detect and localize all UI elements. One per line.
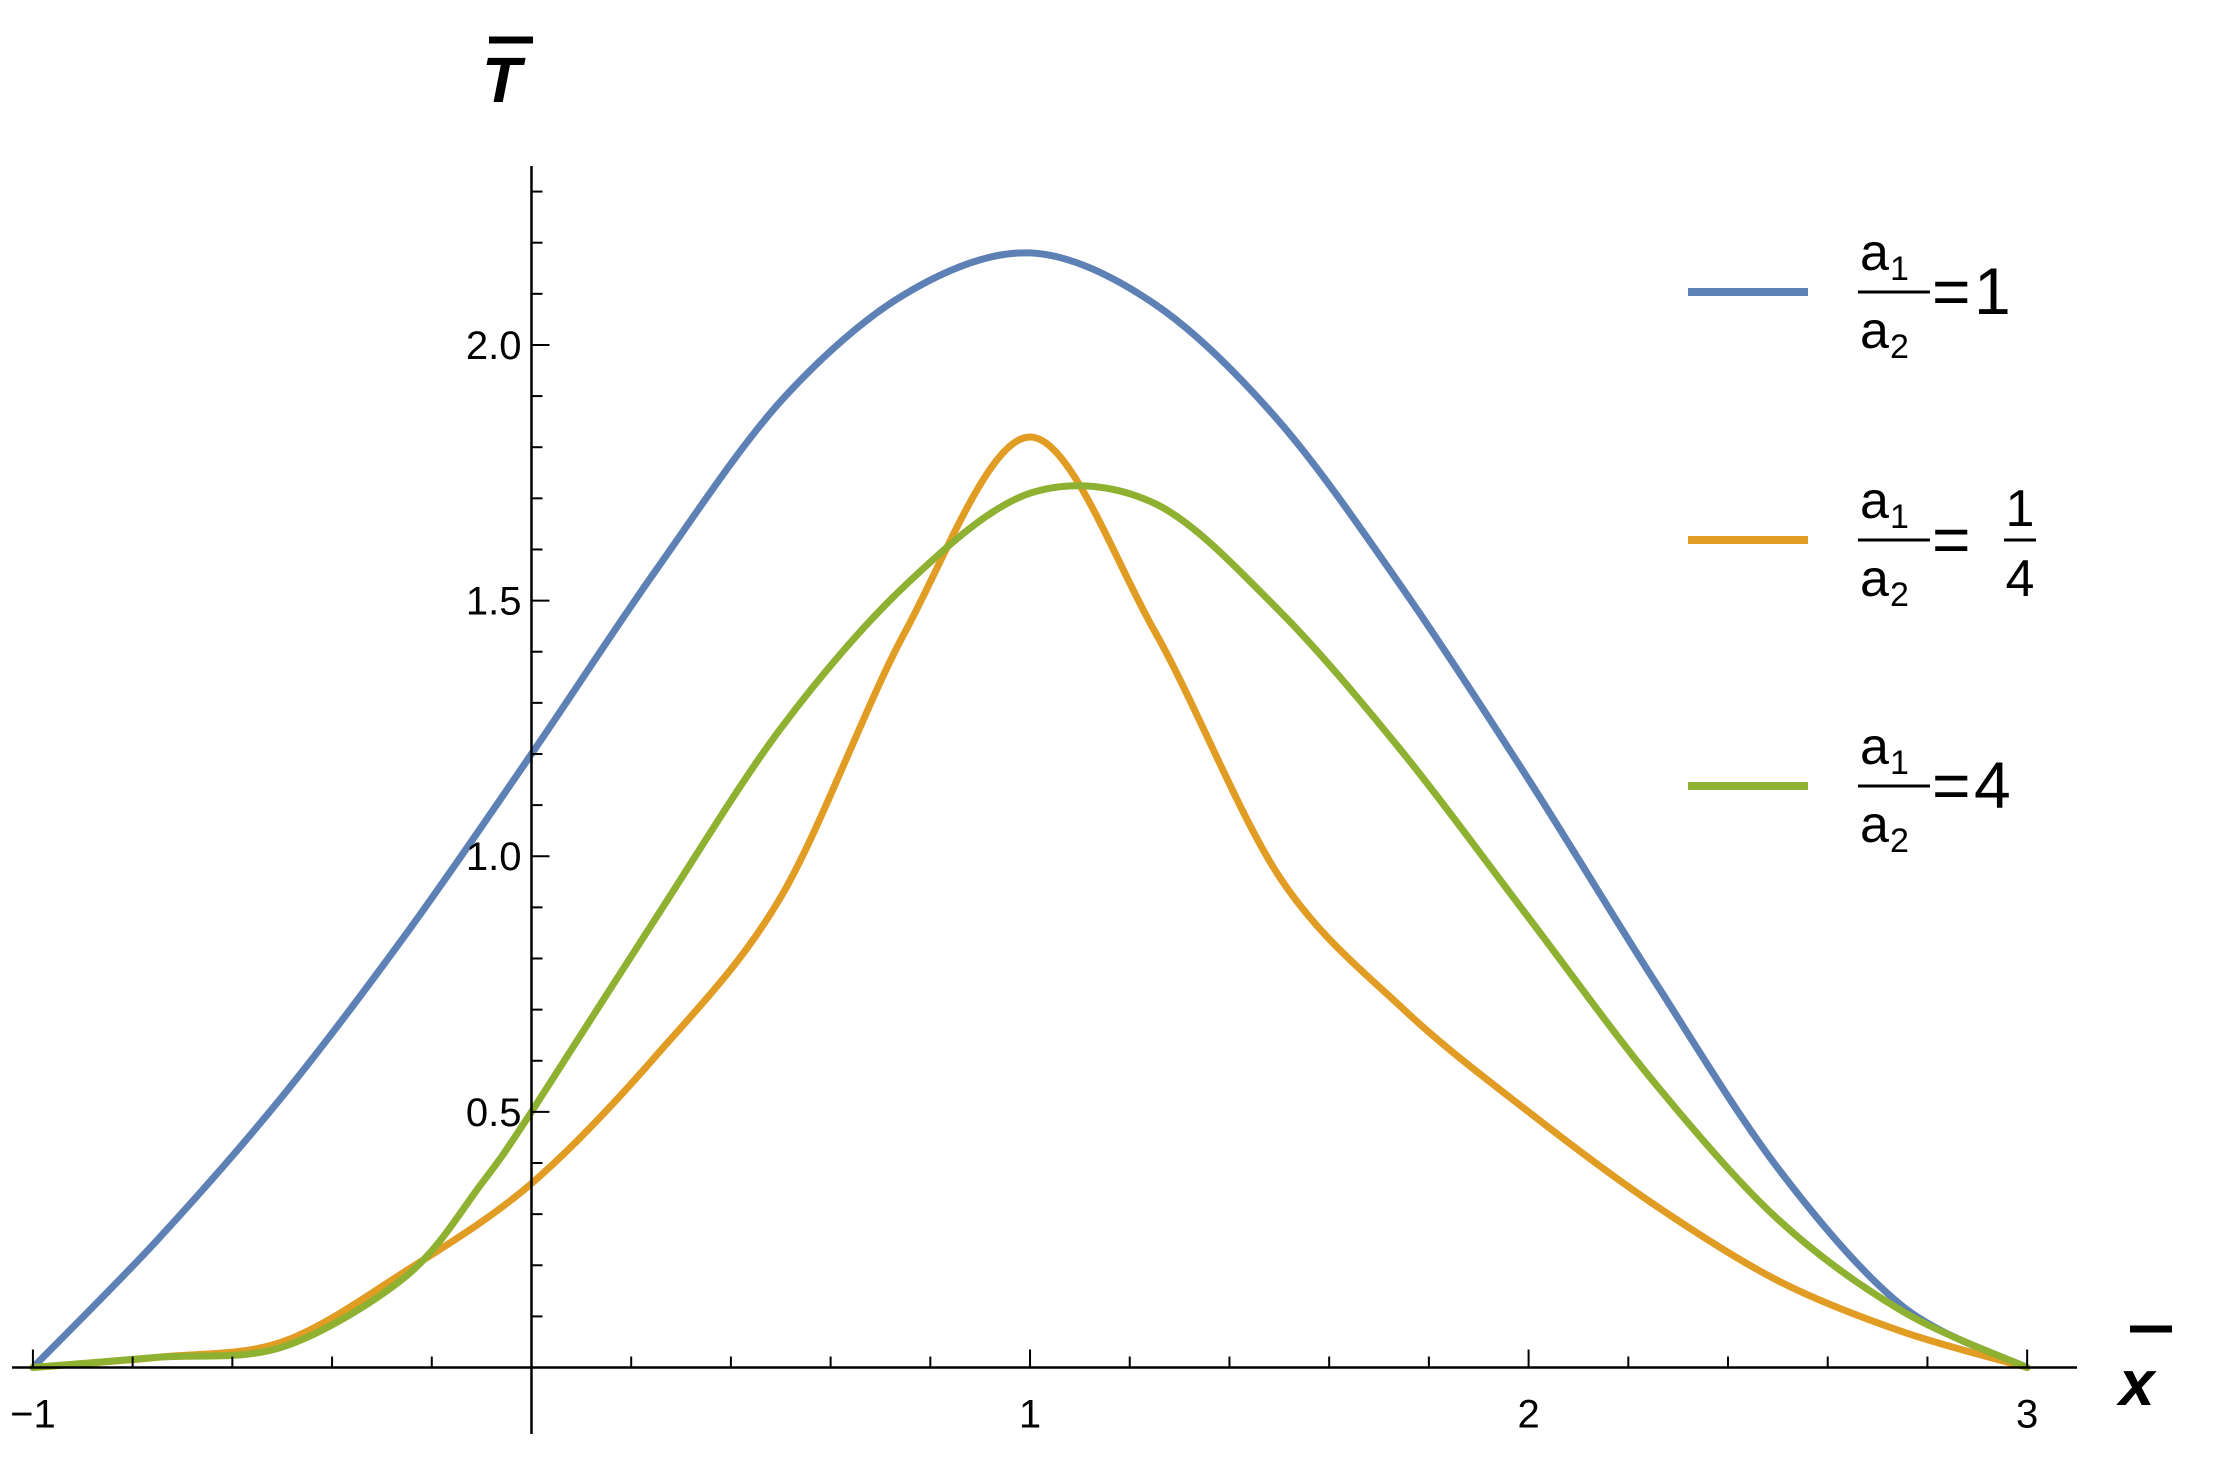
y-tick-label: 1.5: [466, 580, 522, 624]
axes: −1 1 2 3 0.5 1.0 1.5 2.0: [10, 166, 2077, 1437]
legend-entry-1: a 1a 2= 1: [1688, 224, 2011, 366]
legend-denominator-sub: 2: [1890, 328, 1909, 366]
x-axis-title: x: [2116, 1325, 2172, 1419]
x-tick-label: 3: [2016, 1393, 2038, 1437]
x-tick-label: 1: [1019, 1393, 1041, 1437]
legend-value: 4: [1974, 748, 2011, 822]
legend-entry-3: a 1a 2= 4: [1688, 718, 2011, 860]
series-line-2: [29, 433, 2031, 1372]
x-tick-label: 2: [1517, 1393, 1539, 1437]
y-axis-title-text: T: [482, 44, 526, 116]
y-axis-title: T: [482, 36, 533, 116]
x-ticks: [31, 1349, 2029, 1368]
legend-equals: =: [1932, 748, 1971, 822]
legend-equals: =: [1932, 254, 1971, 328]
legend-denominator: a: [1860, 796, 1889, 854]
legend-entry-2: a 1a 2= 14: [1688, 472, 2036, 614]
legend-denominator-sub: 2: [1890, 576, 1909, 614]
series-line-1: [29, 249, 2031, 1372]
x-tick-labels: −1 1 2 3: [10, 1393, 2038, 1437]
legend-denominator: a: [1860, 550, 1889, 608]
legend-equals: =: [1932, 502, 1971, 576]
legend-value: 1: [1974, 254, 2011, 328]
y-tick-label: 0.5: [466, 1091, 522, 1135]
y-ticks: [531, 190, 550, 1318]
legend-value-numerator: 1: [2006, 480, 2035, 538]
legend-numerator-sub: 1: [1890, 744, 1909, 782]
legend-denominator: a: [1860, 302, 1889, 360]
legend-value-denominator: 4: [2006, 550, 2035, 608]
legend-numerator: a: [1860, 472, 1889, 530]
legend-numerator: a: [1860, 718, 1889, 776]
y-tick-labels: 0.5 1.0 1.5 2.0: [466, 324, 522, 1135]
legend-numerator-sub: 1: [1890, 250, 1909, 288]
series-layer: [29, 249, 2031, 1372]
legend: a 1a 2= 1a 1a 2= 14a 1a 2= 4: [1688, 224, 2036, 860]
x-axis-title-text: x: [2116, 1347, 2157, 1419]
y-tick-label: 2.0: [466, 324, 522, 368]
y-tick-label: 1.0: [466, 835, 522, 879]
legend-numerator: a: [1860, 224, 1889, 282]
legend-denominator-sub: 2: [1890, 822, 1909, 860]
x-tick-label: −1: [10, 1393, 56, 1437]
series-line-3: [29, 482, 2031, 1372]
legend-numerator-sub: 1: [1890, 498, 1909, 536]
